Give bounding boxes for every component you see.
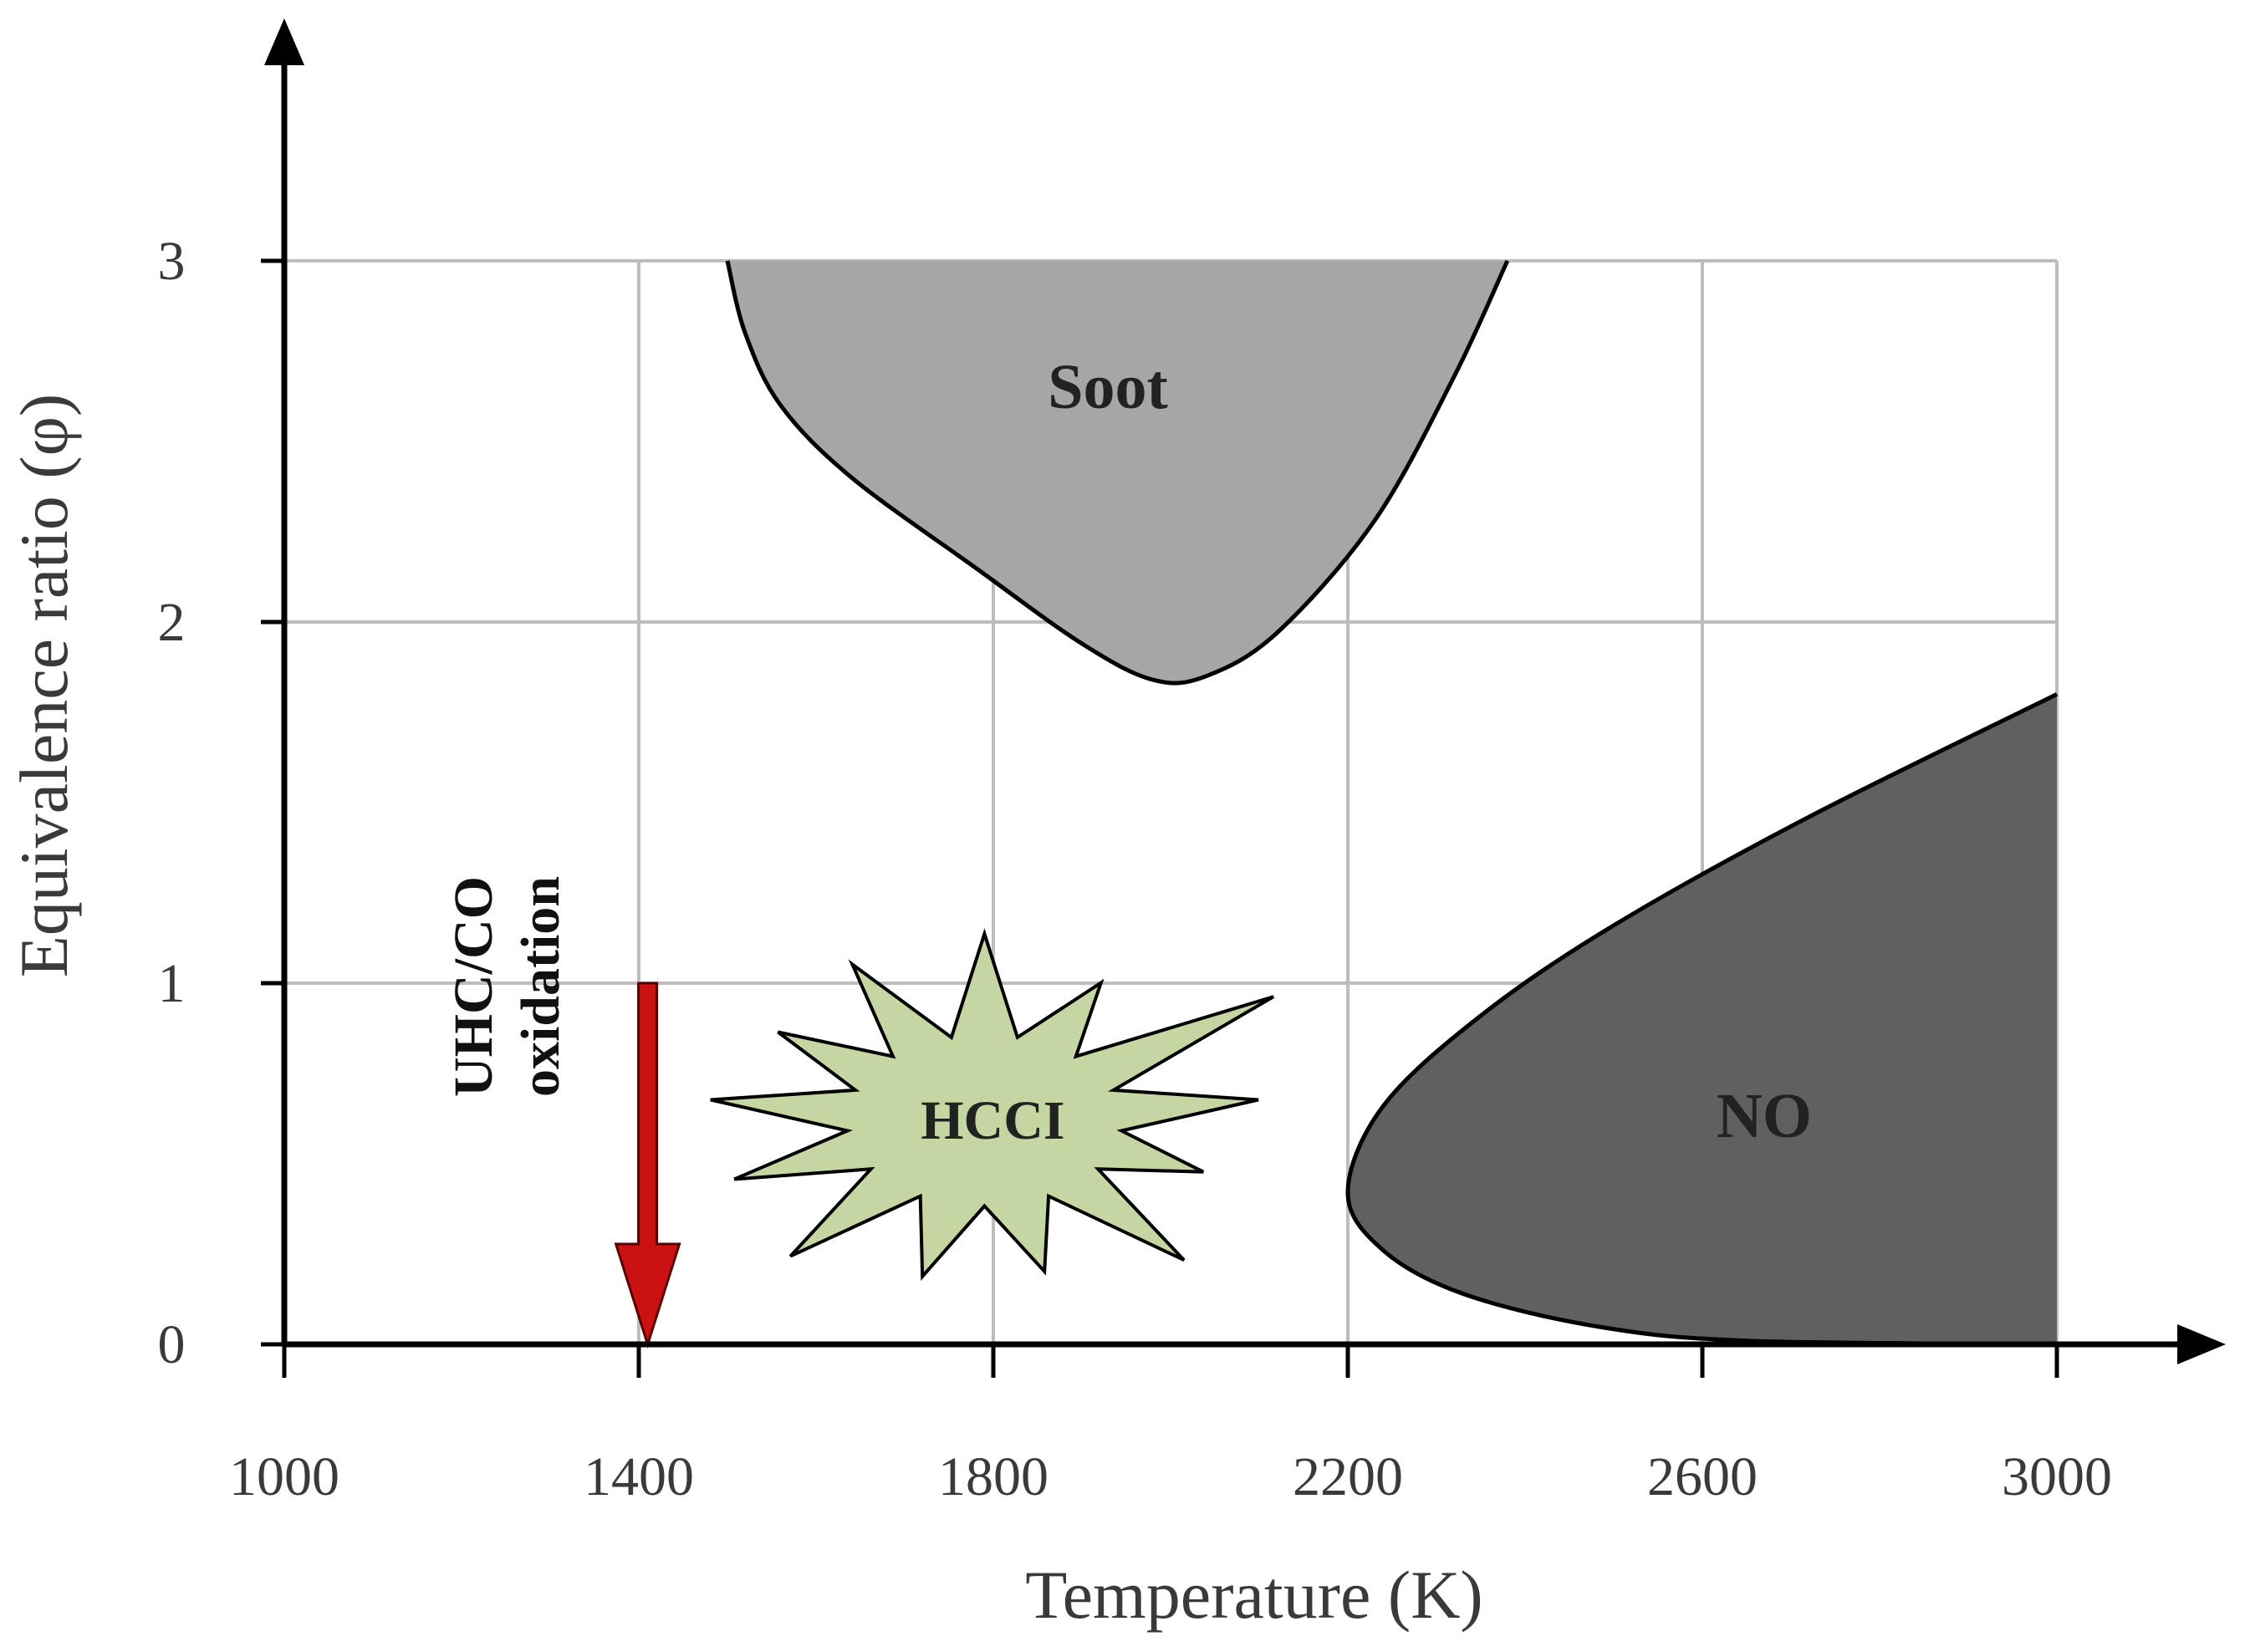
annotations [614, 982, 681, 1349]
labels: Soot NO HCCI UHC/CO oxidation 0 1 2 3 1000 1400 180… [6, 231, 2112, 1633]
no-label: NO [1717, 1081, 1812, 1151]
hcci-label: HCCI [921, 1090, 1064, 1151]
x-tick-label: 1800 [938, 1446, 1049, 1507]
x-axis-arrowhead [2177, 1324, 2226, 1364]
axes [261, 18, 2226, 1378]
y-axis-title: Equivalence ratio (φ) [6, 394, 82, 977]
y-tick-label: 3 [158, 231, 186, 292]
y-tick-label: 0 [158, 1314, 186, 1375]
x-tick-label: 1400 [584, 1446, 694, 1507]
oxidation-label-line: UHC/CO [443, 876, 504, 1097]
x-tick-label: 2200 [1293, 1446, 1403, 1507]
regions [710, 259, 2059, 1347]
x-tick-label: 1000 [229, 1446, 339, 1507]
hcci-starburst [710, 928, 1275, 1281]
no-boundary [1345, 692, 2059, 1347]
soot-boundary [725, 259, 1510, 686]
y-tick-label: 1 [158, 953, 186, 1014]
no-region [1348, 694, 2057, 1344]
x-axis-title: Temperature (K) [1025, 1557, 1482, 1633]
x-tick-label: 2600 [1647, 1446, 1758, 1507]
oxidation-label-line: oxidation [510, 876, 571, 1097]
x-tick-label: 3000 [2002, 1446, 2112, 1507]
soot-region [727, 261, 1508, 684]
soot-label: Soot [1048, 352, 1168, 422]
y-tick-label: 2 [158, 592, 186, 653]
oxidation-arrow [614, 982, 681, 1349]
y-axis-arrowhead [264, 18, 304, 65]
